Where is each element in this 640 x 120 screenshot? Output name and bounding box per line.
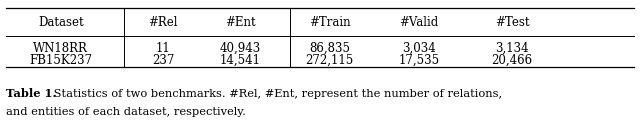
Text: #Ent: #Ent — [225, 16, 255, 29]
Text: and entities of each dataset, respectively.: and entities of each dataset, respective… — [6, 107, 246, 117]
Text: 237: 237 — [152, 54, 174, 67]
Text: 14,541: 14,541 — [220, 54, 260, 67]
Text: 17,535: 17,535 — [399, 54, 440, 67]
Text: Table 1.: Table 1. — [6, 88, 57, 99]
Text: 40,943: 40,943 — [220, 42, 260, 55]
Text: Dataset: Dataset — [38, 16, 84, 29]
Text: #Test: #Test — [495, 16, 529, 29]
Text: 272,115: 272,115 — [305, 54, 354, 67]
Text: 3,034: 3,034 — [403, 42, 436, 55]
Text: 3,134: 3,134 — [495, 42, 529, 55]
Text: 11: 11 — [156, 42, 171, 55]
Text: WN18RR: WN18RR — [33, 42, 88, 55]
Text: Statistics of two benchmarks. #Rel, #Ent, represent the number of relations,: Statistics of two benchmarks. #Rel, #Ent… — [50, 89, 502, 99]
Text: #Rel: #Rel — [148, 16, 178, 29]
Text: FB15K237: FB15K237 — [29, 54, 92, 67]
Text: #Train: #Train — [308, 16, 351, 29]
Text: 86,835: 86,835 — [309, 42, 350, 55]
Text: #Valid: #Valid — [399, 16, 439, 29]
Text: 20,466: 20,466 — [492, 54, 532, 67]
